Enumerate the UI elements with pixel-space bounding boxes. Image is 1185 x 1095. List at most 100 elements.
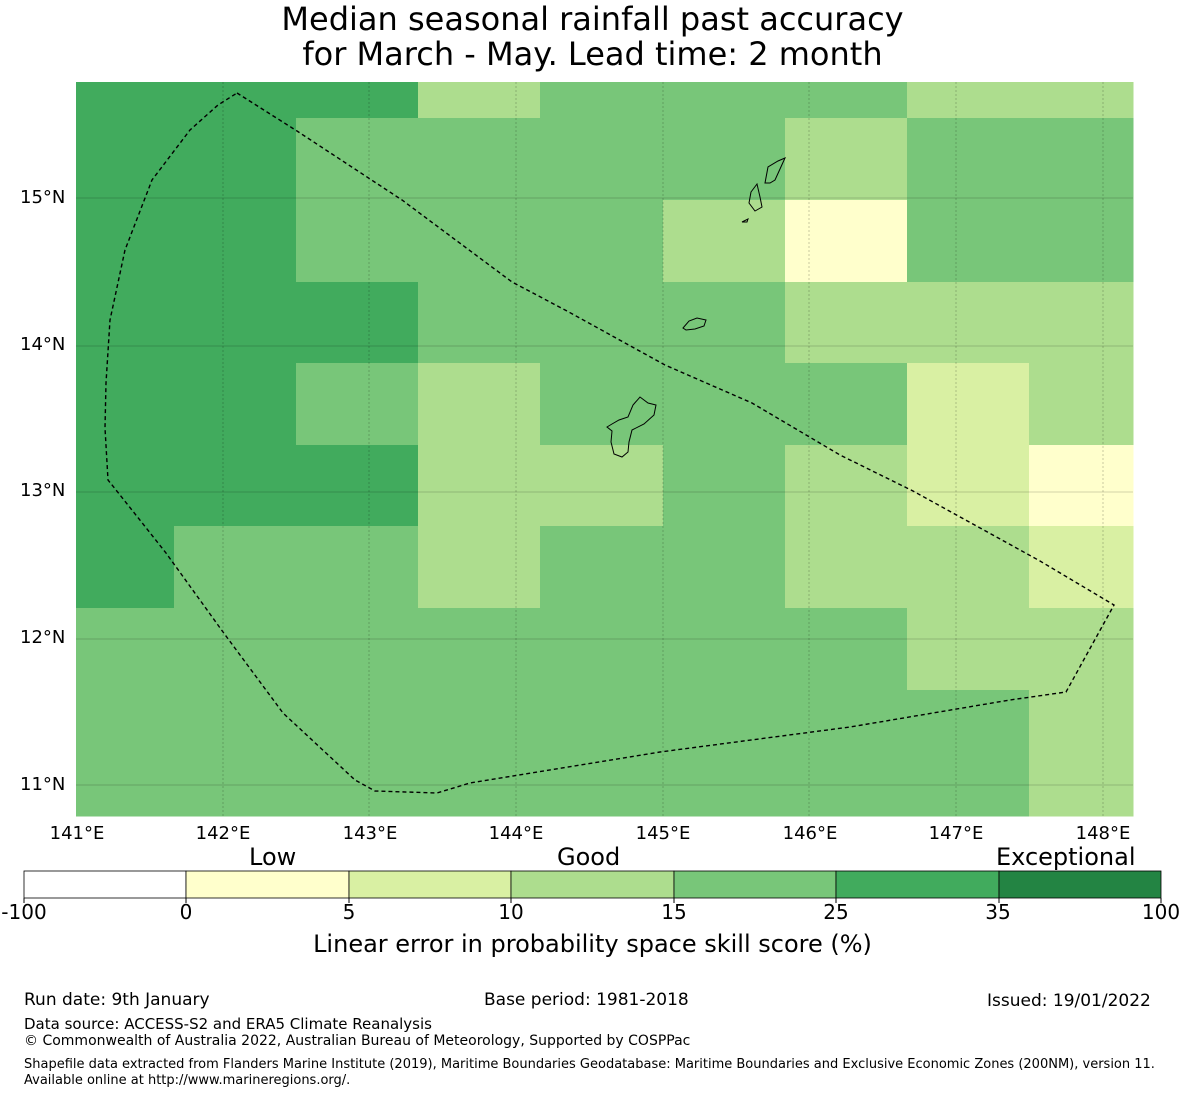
island-saipan-north xyxy=(764,157,786,184)
island-rota xyxy=(682,317,707,331)
colorbar-segment xyxy=(23,870,187,899)
grid-cell xyxy=(907,82,1030,119)
grid-cell xyxy=(76,363,175,446)
grid-cell xyxy=(785,118,908,201)
grid-cell xyxy=(76,118,175,201)
grid-cell xyxy=(174,200,297,283)
colorbar-segment xyxy=(348,870,512,899)
grid-cell xyxy=(663,445,786,527)
tick-label: 5 xyxy=(342,900,356,924)
lat-label-11n: 11°N xyxy=(20,774,66,795)
island-tinian xyxy=(741,218,749,223)
grid-cell xyxy=(907,118,1030,201)
grid-cell xyxy=(418,445,541,527)
eez-boundary xyxy=(104,92,1115,794)
island-saipan xyxy=(748,182,763,212)
lat-label-15n: 15°N xyxy=(20,187,66,208)
category-exceptional: Exceptional xyxy=(996,843,1136,871)
grid-cell xyxy=(76,445,175,527)
grid-cell xyxy=(785,82,908,119)
tick-label: 100 xyxy=(1141,900,1181,924)
grid-cell xyxy=(540,282,664,364)
grid-cell xyxy=(76,690,175,817)
grid-cell xyxy=(663,82,786,119)
grid-cell xyxy=(418,363,541,446)
grid-cell xyxy=(296,118,419,201)
grid-cell xyxy=(663,282,786,364)
graticule xyxy=(76,82,1133,816)
category-good: Good xyxy=(557,843,621,871)
grid-cell xyxy=(785,445,908,527)
grid-cell xyxy=(296,608,419,691)
run-date: Run date: 9th January xyxy=(24,990,210,1010)
lon-label-148e: 148°E xyxy=(1075,823,1131,844)
grid-cell xyxy=(174,118,297,201)
lon-label-143e: 143°E xyxy=(342,823,398,844)
base-period: Base period: 1981-2018 xyxy=(484,990,689,1010)
grid-cell xyxy=(296,445,419,527)
grid-cell xyxy=(663,608,786,691)
colorbar-title: Linear error in probability space skill … xyxy=(313,930,872,958)
tick-label: 35 xyxy=(985,900,1011,924)
grid-cell xyxy=(663,118,786,201)
category-low: Low xyxy=(249,843,297,871)
colorbar-segment xyxy=(835,870,1000,899)
grid-cell xyxy=(1029,200,1134,283)
island-guam xyxy=(606,396,657,458)
colorbar-segment xyxy=(998,870,1162,899)
grid-cell xyxy=(76,200,175,283)
grid-cell xyxy=(1029,608,1134,691)
lon-label-141e: 141°E xyxy=(49,823,105,844)
grid-cell xyxy=(1029,118,1134,201)
map-title-line-2: for March - May. Lead time: 2 month xyxy=(302,35,883,73)
grid-cell xyxy=(1029,526,1134,609)
grid-cell xyxy=(540,690,664,817)
lon-label-145e: 145°E xyxy=(635,823,691,844)
grid-cell xyxy=(907,282,1030,364)
grid-cell xyxy=(174,282,297,364)
grid-cell xyxy=(540,608,664,691)
grid-cell xyxy=(418,118,541,201)
grid-cell xyxy=(663,526,786,609)
grid-cell xyxy=(785,282,908,364)
grid-cell xyxy=(540,526,664,609)
colorbar-segment xyxy=(673,870,837,899)
copyright: © Commonwealth of Australia 2022, Austra… xyxy=(24,1033,691,1049)
grid-cell xyxy=(296,82,419,119)
grid-cell xyxy=(76,282,175,364)
grid-cell xyxy=(540,82,664,119)
grid-cell xyxy=(76,608,175,691)
skill-grid xyxy=(76,82,1134,817)
tick-label: 25 xyxy=(823,900,849,924)
map-title-line-1: Median seasonal rainfall past accuracy xyxy=(281,0,904,38)
grid-cell xyxy=(296,363,419,446)
lon-label-146e: 146°E xyxy=(782,823,838,844)
shapefile-credit: Shapefile data extracted from Flanders M… xyxy=(24,1057,1155,1088)
grid-cell xyxy=(174,445,297,527)
grid-cell xyxy=(907,445,1030,527)
grid-cell xyxy=(296,200,419,283)
grid-cell xyxy=(174,363,297,446)
lat-label-13n: 13°N xyxy=(20,480,66,501)
grid-cell xyxy=(540,445,664,527)
grid-cell xyxy=(785,526,908,609)
grid-cell xyxy=(663,690,786,817)
tick-label: 15 xyxy=(661,900,687,924)
grid-cell xyxy=(296,690,419,817)
grid-cell xyxy=(785,200,908,283)
grid-cell xyxy=(174,82,297,119)
grid-cell xyxy=(418,282,541,364)
grid-cell xyxy=(540,200,664,283)
grid-cell xyxy=(1029,363,1134,446)
grid-cell xyxy=(76,526,175,609)
grid-cell xyxy=(1029,82,1134,119)
grid-cell xyxy=(785,690,908,817)
grid-cell xyxy=(418,690,541,817)
grid-cell xyxy=(418,200,541,283)
grid-cell xyxy=(663,363,786,446)
lon-label-144e: 144°E xyxy=(488,823,544,844)
grid-cell xyxy=(418,82,541,119)
grid-cell xyxy=(663,200,786,283)
grid-cell xyxy=(296,526,419,609)
colorbar-segment xyxy=(510,870,675,899)
